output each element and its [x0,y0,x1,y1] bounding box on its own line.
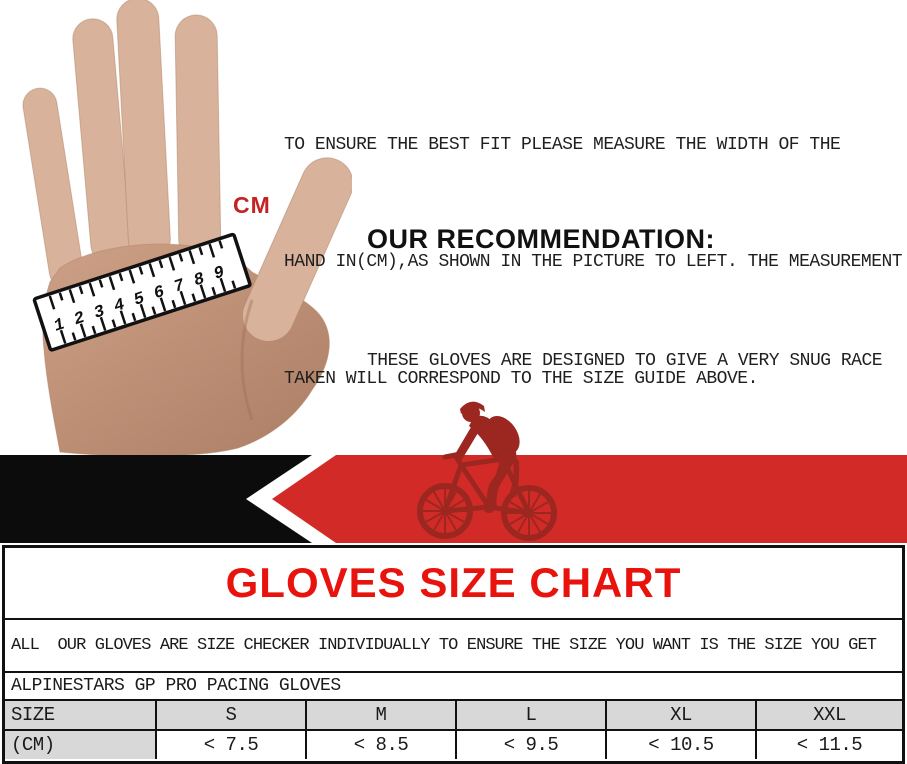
banner-white-chevron [246,455,338,543]
ruler-ticks [48,240,237,344]
recommendation-heading: OUR RECOMMENDATION: [367,224,715,254]
cm-unit-label: CM [233,192,271,218]
palm-crease [240,299,254,421]
product-name: ALPINESTARS GP PRO PACING GLOVES [11,676,341,696]
measure-instructions: TO ENSURE THE BEST FIT PLEASE MEASURE TH… [284,48,903,477]
size-table: SIZE S M L XL XXL (CM) < 7.5 < 8.5 < 9.5… [5,699,902,759]
helmet [460,401,485,414]
banner-black-band [0,455,330,543]
size-col-xl: XL [605,699,757,731]
size-header-cell: SIZE [5,699,157,731]
instruction-line-1: TO ENSURE THE BEST FIT PLEASE MEASURE TH… [284,135,841,155]
banner-red-band [272,455,907,543]
measuring-ruler: 1 2 3 4 5 6 7 8 9 [32,232,252,352]
size-col-s: S [155,699,307,731]
rider-silhouette [454,401,520,510]
thumb [242,157,352,342]
ruler-body [32,232,252,352]
banner-graphic [0,401,907,543]
cm-row-label: (CM) [5,729,157,759]
instruction-line-2: HAND IN(CM),AS SHOWN IN THE PICTURE TO L… [284,252,903,272]
size-chart-panel: GLOVES SIZE CHART ALL OUR GLOVES ARE SIZ… [2,545,905,764]
size-table-cm-row: (CM) < 7.5 < 8.5 < 9.5 < 10.5 < 11.5 [5,729,902,759]
size-col-l: L [455,699,607,731]
size-col-xxl: XXL [755,699,902,731]
cm-value-s: < 7.5 [155,729,307,759]
instruction-line-3: TAKEN WILL CORRESPOND TO THE SIZE GUIDE … [284,369,758,389]
cm-value-xxl: < 11.5 [755,729,902,759]
backpack [486,416,520,454]
cm-value-m: < 8.5 [305,729,457,759]
cyclist-icon [417,401,557,541]
size-col-m: M [305,699,457,731]
size-table-header-row: SIZE S M L XL XXL [5,699,902,731]
hand-measure-illustration: 1 2 3 4 5 6 7 8 9 [22,0,352,455]
index-finger [174,14,222,262]
cm-value-l: < 9.5 [455,729,607,759]
size-note: ALL OUR GLOVES ARE SIZE CHECKER INDIVIDU… [5,620,902,673]
size-chart-title: GLOVES SIZE CHART [5,548,902,620]
recommendation-line-1: THESE GLOVES ARE DESIGNED TO GIVE A VERY… [367,351,883,371]
rear-wheel [501,485,557,541]
cm-value-xl: < 10.5 [605,729,757,759]
